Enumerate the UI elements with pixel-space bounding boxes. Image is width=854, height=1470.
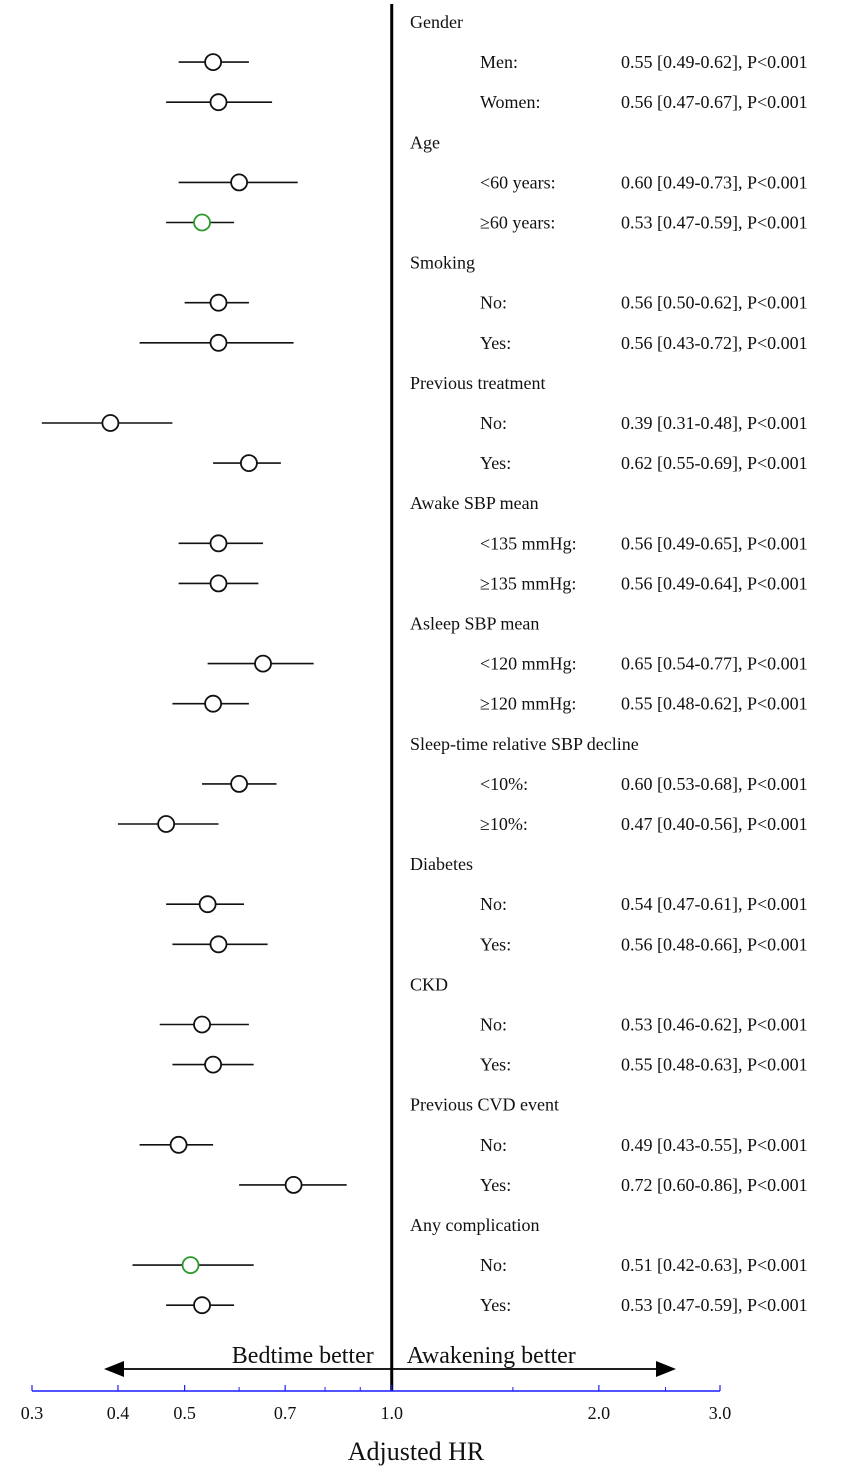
hr-stat-label: 0.55 [0.48-0.62], P<0.001 xyxy=(621,694,808,714)
hr-stat-label: 0.62 [0.55-0.69], P<0.001 xyxy=(621,453,808,473)
group-label: Awake SBP mean xyxy=(410,493,539,513)
hr-point xyxy=(209,333,228,352)
subgroup-label: Yes: xyxy=(480,1175,511,1195)
group-label: Asleep SBP mean xyxy=(410,614,539,634)
subgroup-label: Women: xyxy=(480,92,541,112)
hr-point xyxy=(193,213,211,232)
x-tick-label: 0.4 xyxy=(107,1403,130,1423)
x-tick-label: 0.3 xyxy=(21,1403,44,1423)
subgroup-label: Yes: xyxy=(480,453,511,473)
hr-stat-label: 0.54 [0.47-0.61], P<0.001 xyxy=(621,894,808,914)
hr-stat-label: 0.56 [0.48-0.66], P<0.001 xyxy=(621,934,808,954)
direction-left-label: Bedtime better xyxy=(232,1343,374,1369)
hr-point xyxy=(230,173,249,192)
subgroup-label: No: xyxy=(480,293,507,313)
x-axis: 0.3 0.4 0.5 0.7 1.0 2.0 3.0 xyxy=(21,1385,732,1423)
hr-stat-label: 0.49 [0.43-0.55], P<0.001 xyxy=(621,1135,808,1155)
subgroup-label: No: xyxy=(480,1015,507,1035)
x-tick-label: 0.5 xyxy=(173,1403,196,1423)
subgroup-label: ≥120 mmHg: xyxy=(480,694,576,714)
group-label: Diabetes xyxy=(410,854,473,874)
hr-stat-label: 0.56 [0.50-0.62], P<0.001 xyxy=(621,293,808,313)
subgroup-label: ≥135 mmHg: xyxy=(480,573,576,593)
group-label: CKD xyxy=(410,974,448,994)
hr-point xyxy=(209,93,228,112)
hr-point xyxy=(101,414,120,432)
hr-point xyxy=(230,775,249,793)
x-tick-label: 1.0 xyxy=(380,1403,403,1423)
hr-stat-label: 0.53 [0.47-0.59], P<0.001 xyxy=(621,213,808,233)
forest-rows: Gender Men: 0.55 [0.49-0.62], P<0.001 Women… xyxy=(41,12,808,1315)
subgroup-label: ≥60 years: xyxy=(480,213,555,233)
hr-stat-label: 0.72 [0.60-0.86], P<0.001 xyxy=(621,1175,808,1195)
hr-point xyxy=(204,53,223,71)
subgroup-label: <60 years: xyxy=(480,172,556,192)
hr-stat-label: 0.56 [0.49-0.64], P<0.001 xyxy=(621,573,808,593)
hr-stat-label: 0.51 [0.42-0.63], P<0.001 xyxy=(621,1255,808,1275)
hr-point xyxy=(284,1176,303,1194)
group-label: Any complication xyxy=(410,1215,539,1235)
hr-stat-label: 0.53 [0.46-0.62], P<0.001 xyxy=(621,1015,808,1035)
subgroup-label: Men: xyxy=(480,52,518,72)
subgroup-label: <120 mmHg: xyxy=(480,654,577,674)
x-axis-label: Adjusted HR xyxy=(348,1437,485,1466)
hr-point xyxy=(193,1015,211,1034)
hr-stat-label: 0.56 [0.47-0.67], P<0.001 xyxy=(621,92,808,112)
direction-right-label: Awakening better xyxy=(407,1343,576,1369)
hr-point xyxy=(254,654,272,673)
hr-point xyxy=(181,1256,200,1274)
subgroup-label: No: xyxy=(480,1255,507,1275)
group-label: Age xyxy=(410,132,440,152)
subgroup-label: ≥10%: xyxy=(480,814,528,834)
group-label: Smoking xyxy=(410,253,475,273)
hr-stat-label: 0.56 [0.43-0.72], P<0.001 xyxy=(621,333,808,353)
hr-stat-label: 0.47 [0.40-0.56], P<0.001 xyxy=(621,814,808,834)
group-label: Previous treatment xyxy=(410,373,545,393)
subgroup-label: Yes: xyxy=(480,934,511,954)
hr-point xyxy=(209,293,228,312)
group-label: Sleep-time relative SBP decline xyxy=(410,734,639,754)
subgroup-label: No: xyxy=(480,1135,507,1155)
hr-point xyxy=(209,534,228,553)
hr-point xyxy=(204,1055,223,1074)
hr-stat-label: 0.55 [0.49-0.62], P<0.001 xyxy=(621,52,808,72)
hr-stat-label: 0.56 [0.49-0.65], P<0.001 xyxy=(621,533,808,553)
x-tick-label: 0.7 xyxy=(274,1403,297,1423)
x-tick-label: 2.0 xyxy=(588,1403,611,1423)
hr-point xyxy=(193,1296,211,1315)
hr-stat-label: 0.39 [0.31-0.48], P<0.001 xyxy=(621,413,808,433)
hr-point xyxy=(157,815,176,833)
hr-point xyxy=(198,895,217,914)
direction-arrows: Bedtime better Awakening better xyxy=(104,1343,676,1377)
subgroup-label: No: xyxy=(480,413,507,433)
hr-point xyxy=(169,1135,188,1154)
hr-point xyxy=(209,574,228,593)
hr-point xyxy=(204,694,223,713)
x-tick-label: 3.0 xyxy=(709,1403,732,1423)
left-arrowhead xyxy=(104,1361,124,1377)
group-label: Gender xyxy=(410,12,463,32)
group-label: Previous CVD event xyxy=(410,1095,559,1115)
hr-point xyxy=(209,935,228,954)
hr-stat-label: 0.53 [0.47-0.59], P<0.001 xyxy=(621,1295,808,1315)
hr-stat-label: 0.65 [0.54-0.77], P<0.001 xyxy=(621,654,808,674)
hr-stat-label: 0.60 [0.49-0.73], P<0.001 xyxy=(621,172,808,192)
subgroup-label: Yes: xyxy=(480,1295,511,1315)
subgroup-label: Yes: xyxy=(480,1055,511,1075)
subgroup-label: <10%: xyxy=(480,774,528,794)
hr-stat-label: 0.60 [0.53-0.68], P<0.001 xyxy=(621,774,808,794)
subgroup-label: Yes: xyxy=(480,333,511,353)
hr-stat-label: 0.55 [0.48-0.63], P<0.001 xyxy=(621,1055,808,1075)
subgroup-label: <135 mmHg: xyxy=(480,533,577,553)
subgroup-label: No: xyxy=(480,894,507,914)
right-arrowhead xyxy=(656,1361,676,1377)
hr-point xyxy=(240,454,258,473)
